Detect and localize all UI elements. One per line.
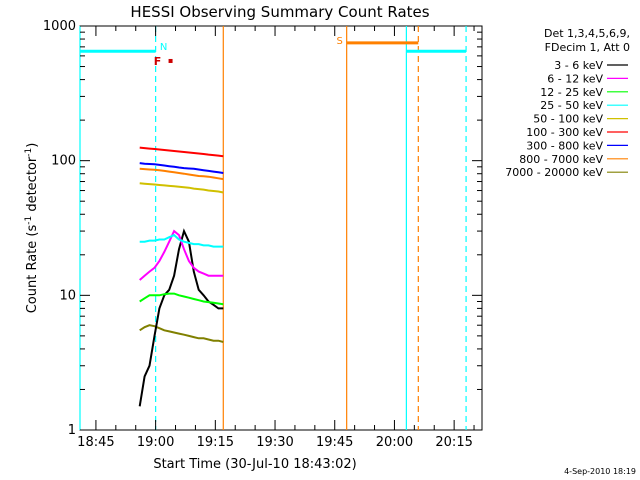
- chart-title: HESSI Observing Summary Count Rates: [130, 3, 429, 21]
- series-line: [139, 146, 224, 158]
- x-tick-label: 19:00: [137, 435, 174, 450]
- series-line: [139, 162, 224, 174]
- flare-flag-mark: [168, 58, 173, 63]
- legend-label: 50 - 100 keV: [533, 113, 603, 126]
- series-line: [139, 292, 224, 306]
- y-axis-label: Count Rate (s-1 detector-1): [24, 143, 40, 314]
- legend-label: 7000 - 20000 keV: [505, 166, 603, 179]
- series-line: [139, 182, 224, 194]
- y-axis-label-sup2: -1: [24, 148, 34, 157]
- series-line: [139, 233, 224, 248]
- series-group: [138, 146, 224, 407]
- orbit-flag-label: S: [336, 36, 342, 47]
- legend-label: 6 - 12 keV: [547, 72, 603, 85]
- y-axis: 1 10 100 1000: [43, 19, 482, 438]
- x-tick-label: 19:15: [197, 435, 234, 450]
- vertical-markers: [79, 26, 467, 430]
- x-tick-label: 19:30: [256, 435, 293, 450]
- x-axis-label: Start Time (30-Jul-10 18:43:02): [153, 457, 356, 472]
- series-line: [138, 228, 224, 407]
- x-tick-label: 20:15: [435, 435, 472, 450]
- x-tick-label: 18:45: [77, 435, 114, 450]
- y-tick-label: 1: [68, 423, 76, 438]
- legend-header-line-1: Det 1,3,4,5,6,9,: [544, 27, 630, 40]
- legend-header-line-2: FDecim 1, Att 0: [545, 41, 630, 54]
- legend-label: 800 - 7000 keV: [519, 153, 603, 166]
- y-axis-label-mid: detector: [25, 156, 40, 216]
- y-axis-label-main: Count Rate (s: [25, 225, 40, 314]
- x-tick-label: 20:00: [376, 435, 413, 450]
- flare-flag-label: F: [154, 55, 162, 68]
- series-line: [139, 229, 224, 281]
- legend-label: 3 - 6 keV: [554, 59, 603, 72]
- legend-label: 25 - 50 keV: [540, 99, 603, 112]
- y-axis-label-sup1: -1: [24, 216, 34, 225]
- legend-label: 100 - 300 keV: [526, 126, 603, 139]
- plot-frame: [79, 25, 483, 431]
- x-tick-label: 19:45: [316, 435, 353, 450]
- y-axis-label-end: ): [25, 143, 40, 148]
- y-tick-label: 10: [59, 288, 76, 303]
- series-line: [139, 167, 224, 181]
- orbit-flag-label: N: [160, 42, 167, 53]
- y-tick-label: 1000: [43, 19, 76, 34]
- y-tick-label: 100: [51, 154, 76, 169]
- generation-timestamp: 4-Sep-2010 18:19: [564, 467, 636, 476]
- x-axis: 18:45 19:00 19:15 19:30 19:45 20:00 20:15: [77, 26, 475, 450]
- legend-label: 300 - 800 keV: [526, 139, 603, 152]
- legend: Det 1,3,4,5,6,9, FDecim 1, Att 0 3 - 6 k…: [505, 27, 630, 179]
- orbit-flags: N S F: [80, 36, 467, 68]
- legend-label: 12 - 25 keV: [540, 86, 603, 99]
- series-line: [139, 324, 224, 343]
